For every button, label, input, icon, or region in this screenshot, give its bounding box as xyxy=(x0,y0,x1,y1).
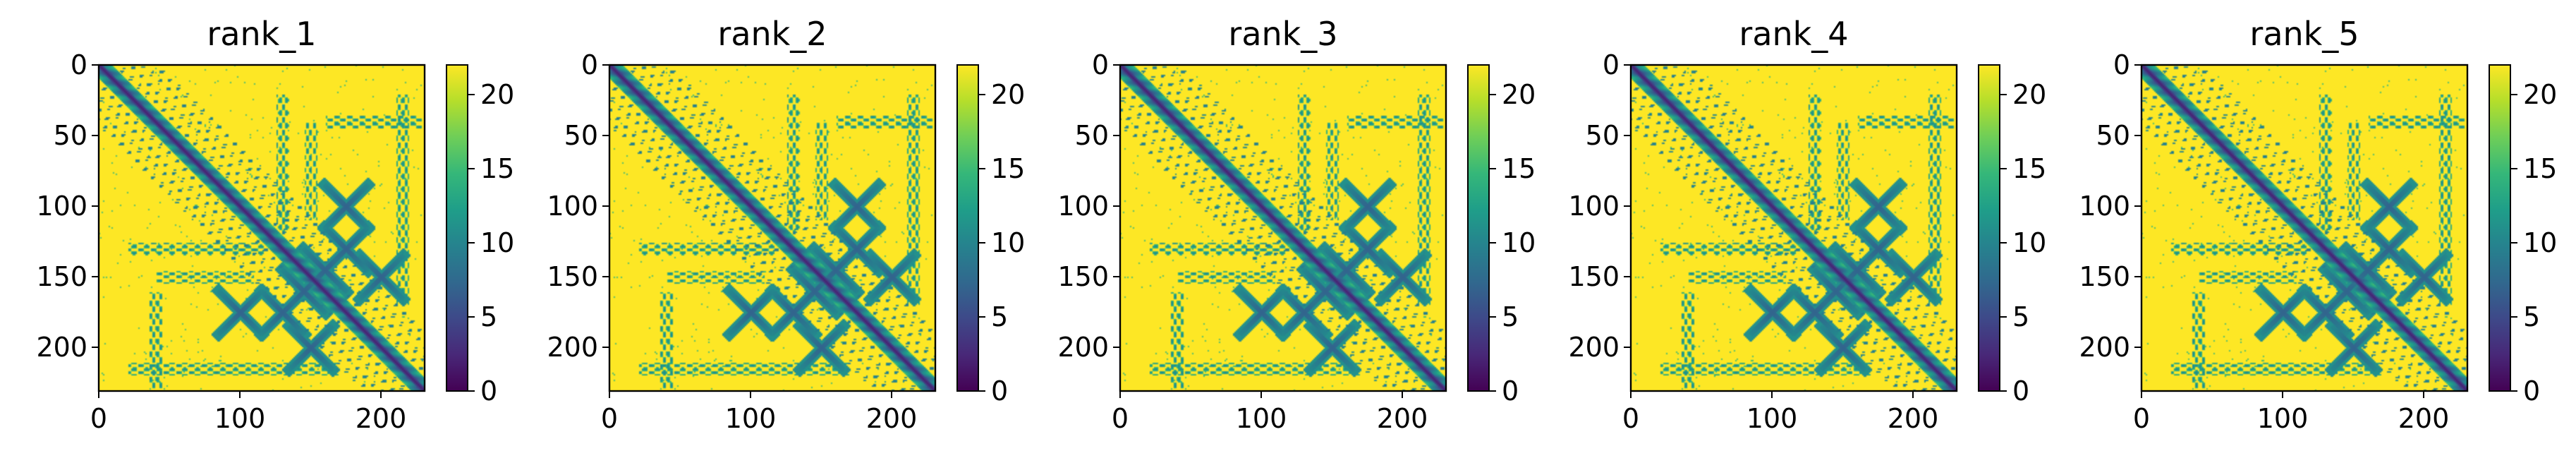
colorbar-gradient xyxy=(2489,64,2511,392)
heatmap-panel-4: rank_4 0 50 100 150 200 0 100 200 0 5 10 15 20 xyxy=(1568,15,2046,434)
x-tick-label: 200 xyxy=(866,403,918,434)
heatmap-matrix xyxy=(609,65,935,391)
colorbar-tick-label: 15 xyxy=(2012,153,2046,184)
y-tick-label: 100 xyxy=(1568,191,1620,222)
colorbar-tick-label: 5 xyxy=(2523,301,2540,332)
x-tick-label: 0 xyxy=(601,403,618,434)
heatmap-panel-1: rank_1 0 50 100 150 200 0 100 200 0 5 10 15 20 xyxy=(36,15,514,434)
colorbar: 0 5 10 15 20 xyxy=(2489,64,2557,407)
x-tick-label: 200 xyxy=(1377,403,1428,434)
colorbar-tick-label: 20 xyxy=(991,79,1025,110)
y-tick-label: 100 xyxy=(1057,191,1109,222)
y-tick-label: 50 xyxy=(564,120,598,151)
colorbar-tick-label: 0 xyxy=(2012,375,2029,407)
x-tick-label: 100 xyxy=(1236,403,1287,434)
heatmap-matrix xyxy=(1631,65,1957,391)
y-tick-label: 100 xyxy=(2079,191,2130,222)
colorbar-tick-label: 15 xyxy=(480,153,514,184)
colorbar: 0 5 10 15 20 xyxy=(1978,64,2046,407)
colorbar-tick-label: 10 xyxy=(2012,227,2046,258)
plot-frame xyxy=(1119,64,1447,392)
panel-title: rank_3 xyxy=(1228,15,1337,53)
heatmap-matrix xyxy=(1120,65,1446,391)
y-tick-label: 200 xyxy=(1057,332,1109,363)
y-tick-label: 100 xyxy=(36,191,87,222)
y-tick-label: 50 xyxy=(1075,120,1109,151)
colorbar-tick-label: 5 xyxy=(1502,301,1519,332)
y-tick-label: 200 xyxy=(36,332,87,363)
heatmap-panel-2: rank_2 0 50 100 150 200 0 100 200 0 5 10 15 20 xyxy=(547,15,1025,434)
colorbar-tick-label: 15 xyxy=(991,153,1025,184)
colorbar-gradient xyxy=(956,64,979,392)
heatmap-matrix xyxy=(99,65,425,391)
colorbar-tick-label: 15 xyxy=(2523,153,2557,184)
colorbar-tick-label: 5 xyxy=(991,301,1008,332)
y-tick-label: 200 xyxy=(547,332,598,363)
heatmap-matrix xyxy=(2141,65,2467,391)
colorbar-tick-label: 10 xyxy=(480,227,514,258)
x-tick-label: 0 xyxy=(1112,403,1129,434)
x-tick-label: 100 xyxy=(2257,403,2309,434)
panel-title: rank_1 xyxy=(207,15,316,53)
colorbar: 0 5 10 15 20 xyxy=(956,64,1025,407)
y-tick-label: 50 xyxy=(2096,120,2130,151)
y-tick-label: 150 xyxy=(1568,261,1620,292)
y-tick-label: 0 xyxy=(581,49,598,80)
y-tick-label: 150 xyxy=(36,261,87,292)
colorbar-tick-label: 0 xyxy=(480,375,497,407)
x-tick-label: 200 xyxy=(1888,403,1939,434)
colorbar-tick-label: 5 xyxy=(2012,301,2029,332)
x-tick-label: 100 xyxy=(1746,403,1798,434)
y-tick-label: 200 xyxy=(1568,332,1620,363)
colorbar-gradient xyxy=(446,64,468,392)
panel-title: rank_5 xyxy=(2249,15,2359,53)
heatmap-panel-5: rank_5 0 50 100 150 200 0 100 200 0 5 10 15 20 xyxy=(2079,15,2557,434)
colorbar-tick-label: 20 xyxy=(480,79,514,110)
plot-frame xyxy=(608,64,937,392)
x-tick-label: 100 xyxy=(214,403,266,434)
plot-frame xyxy=(2140,64,2469,392)
colorbar-tick-label: 20 xyxy=(1502,79,1536,110)
colorbar-tick-label: 0 xyxy=(1502,375,1519,407)
colorbar-gradient xyxy=(1978,64,2000,392)
colorbar-tick-label: 15 xyxy=(1502,153,1536,184)
y-tick-label: 0 xyxy=(1603,49,1620,80)
colorbar-tick-label: 20 xyxy=(2012,79,2046,110)
y-tick-label: 100 xyxy=(547,191,598,222)
x-tick-label: 100 xyxy=(725,403,777,434)
colorbar-tick-label: 0 xyxy=(991,375,1008,407)
colorbar-tick-label: 5 xyxy=(480,301,497,332)
colorbar-tick-label: 0 xyxy=(2523,375,2540,407)
colorbar-tick-label: 10 xyxy=(2523,227,2557,258)
plot-frame xyxy=(1629,64,1958,392)
colorbar-tick-label: 20 xyxy=(2523,79,2557,110)
colorbar-gradient xyxy=(1467,64,1490,392)
x-tick-label: 0 xyxy=(2133,403,2150,434)
x-tick-label: 200 xyxy=(2398,403,2450,434)
x-tick-label: 0 xyxy=(1622,403,1639,434)
y-tick-label: 150 xyxy=(2079,261,2130,292)
colorbar: 0 5 10 15 20 xyxy=(446,64,514,407)
y-tick-label: 200 xyxy=(2079,332,2130,363)
y-tick-label: 50 xyxy=(54,120,87,151)
y-tick-label: 0 xyxy=(71,49,87,80)
y-tick-label: 50 xyxy=(1586,120,1620,151)
x-tick-label: 200 xyxy=(356,403,407,434)
x-tick-label: 0 xyxy=(90,403,107,434)
y-tick-label: 150 xyxy=(547,261,598,292)
y-tick-label: 150 xyxy=(1057,261,1109,292)
y-tick-label: 0 xyxy=(2113,49,2130,80)
y-tick-label: 0 xyxy=(1092,49,1109,80)
colorbar: 0 5 10 15 20 xyxy=(1467,64,1536,407)
colorbar-tick-label: 10 xyxy=(991,227,1025,258)
colorbar-tick-label: 10 xyxy=(1502,227,1536,258)
panel-title: rank_4 xyxy=(1739,15,1848,53)
heatmap-panel-3: rank_3 0 50 100 150 200 0 100 200 0 5 10 15 20 xyxy=(1057,15,1536,434)
plot-frame xyxy=(97,64,426,392)
panel-title: rank_2 xyxy=(717,15,827,53)
